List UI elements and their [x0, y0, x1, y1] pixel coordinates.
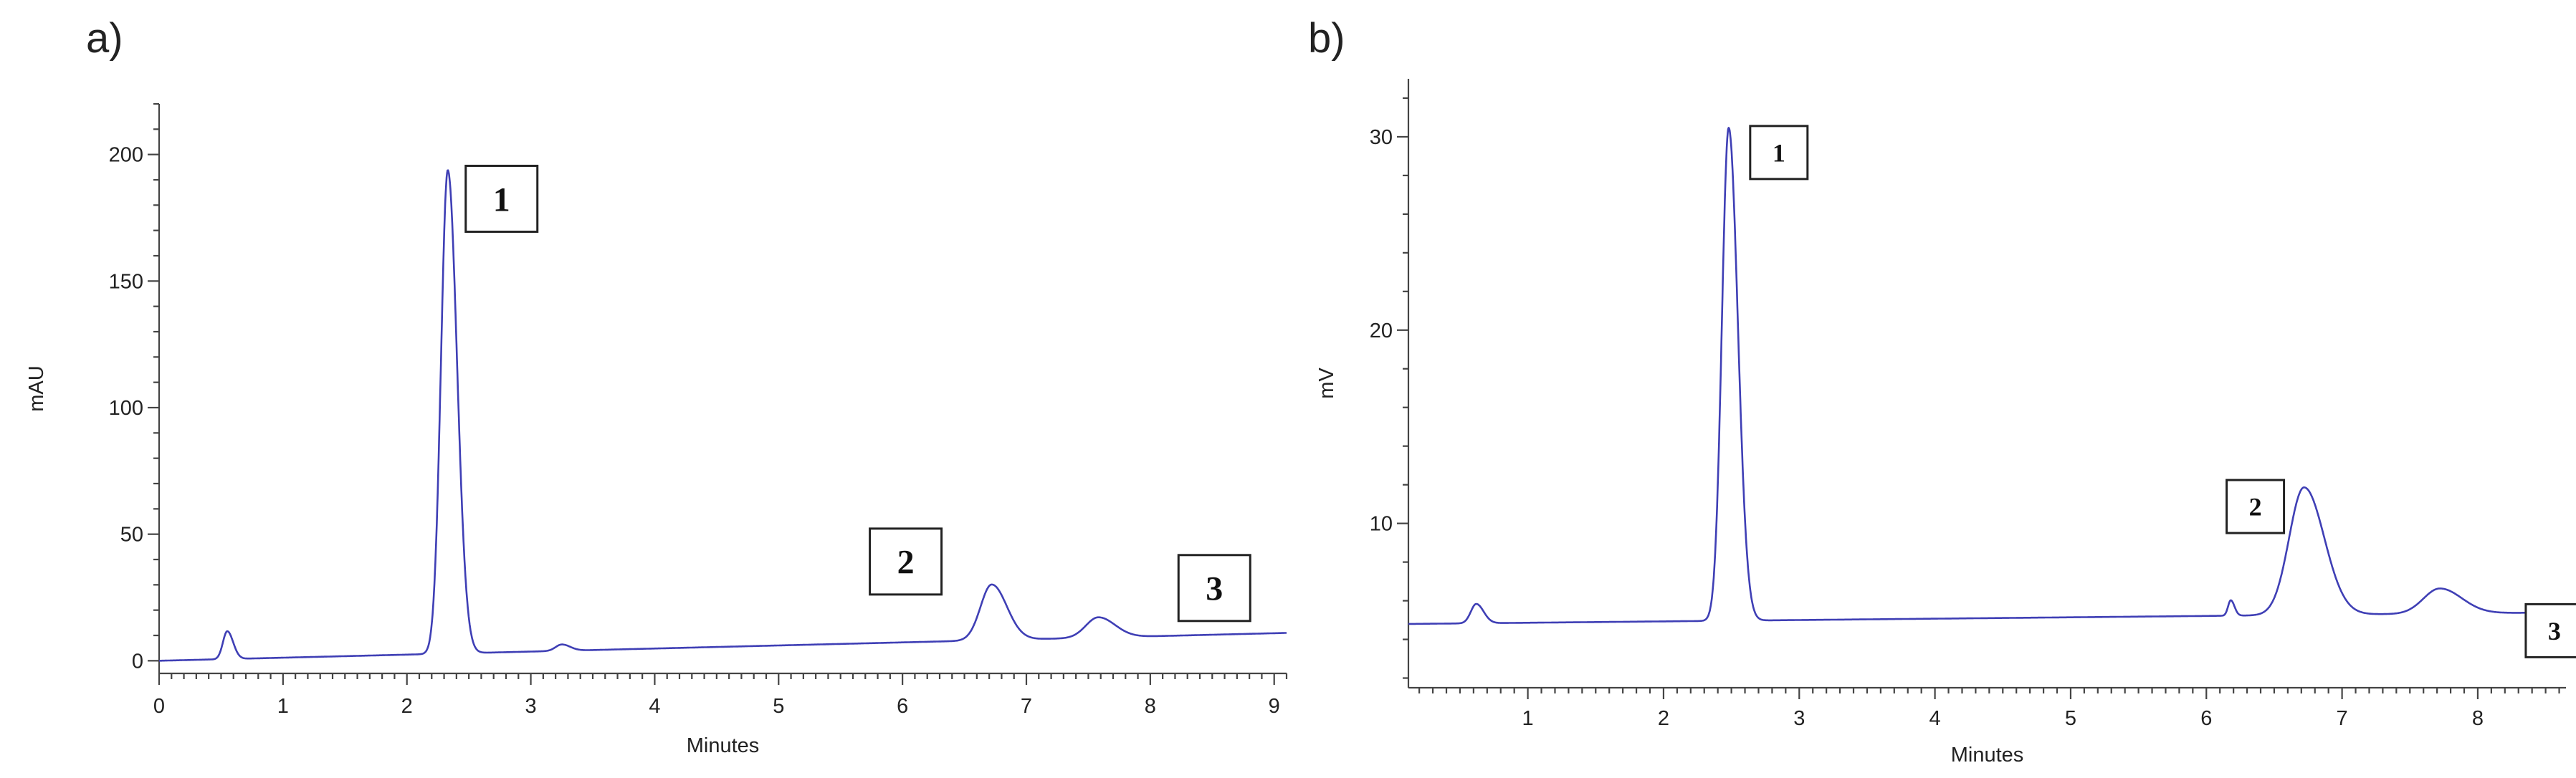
y-tick-label: 10 — [1370, 513, 1393, 536]
x-tick-label: 2 — [401, 695, 413, 718]
x-tick-label: 7 — [1021, 695, 1032, 718]
y-tick-label: 30 — [1370, 126, 1393, 149]
chromatogram-b: 1 2 3 4 5 6 7 8 10 20 30 Minutes mV 1 2 3 — [1315, 79, 2576, 767]
x-tick-label: 3 — [1793, 707, 1805, 730]
peak-label-text: 2 — [897, 544, 915, 582]
chromatogram-a: 0 1 2 3 4 5 6 7 8 9 0 50 100 150 200 Minutes mAU 1 2 3 — [25, 102, 1288, 757]
peak-label-box — [2226, 479, 2286, 534]
y-tick-label: 100 — [109, 397, 143, 420]
y-axis-title: mV — [1315, 368, 1338, 399]
peak-label-1: 1 — [1749, 125, 1809, 181]
x-tick-label: 3 — [525, 695, 537, 718]
y-tick-label: 20 — [1370, 320, 1393, 342]
chromatogram-trace — [158, 169, 1287, 662]
x-tick-label: 4 — [1929, 707, 1941, 730]
peak-label-3: 3 — [1177, 554, 1251, 623]
x-axis-title: Minutes — [1951, 744, 2024, 767]
y-tick-label: 150 — [109, 270, 143, 293]
peak-label-box — [1177, 554, 1251, 623]
peak-label-2: 2 — [2226, 479, 2286, 534]
peak-label-text: 2 — [2249, 493, 2262, 522]
peak-label-1: 1 — [464, 164, 539, 233]
peak-label-3: 3 — [2524, 602, 2576, 658]
x-tick-label: 4 — [649, 695, 660, 718]
y-tick-label: 0 — [132, 650, 143, 673]
x-tick-label: 8 — [2472, 707, 2484, 730]
peak-label-text: 1 — [493, 181, 510, 218]
x-axis-title: Minutes — [687, 734, 760, 757]
peak-label-box — [1749, 125, 1809, 181]
peak-label-box — [869, 527, 943, 596]
x-tick-label: 1 — [277, 695, 289, 718]
peak-label-box — [2524, 602, 2576, 658]
x-tick-label: 0 — [153, 695, 165, 718]
x-tick-label: 1 — [1522, 707, 1534, 730]
peak-label-text: 1 — [1773, 138, 1785, 167]
x-tick-label: 8 — [1145, 695, 1156, 718]
y-tick-label: 200 — [109, 144, 143, 167]
x-tick-label: 5 — [2065, 707, 2076, 730]
peak-label-box — [464, 164, 539, 233]
y-axis-title: mAU — [25, 365, 48, 411]
x-tick-label: 5 — [773, 695, 784, 718]
x-tick-label: 9 — [1269, 695, 1280, 718]
y-tick-label: 50 — [120, 524, 143, 547]
panel-b-label: b) — [1308, 15, 1345, 62]
x-tick-label: 2 — [1658, 707, 1669, 730]
x-tick-label: 7 — [2337, 707, 2348, 730]
x-tick-label: 6 — [2200, 707, 2212, 730]
panel-a-label: a) — [86, 15, 123, 62]
peak-label-text: 3 — [1206, 570, 1223, 608]
peak-label-text: 3 — [2548, 617, 2561, 645]
peak-label-2: 2 — [869, 527, 943, 596]
x-tick-label: 6 — [897, 695, 908, 718]
chromatogram-trace — [1408, 127, 2567, 625]
